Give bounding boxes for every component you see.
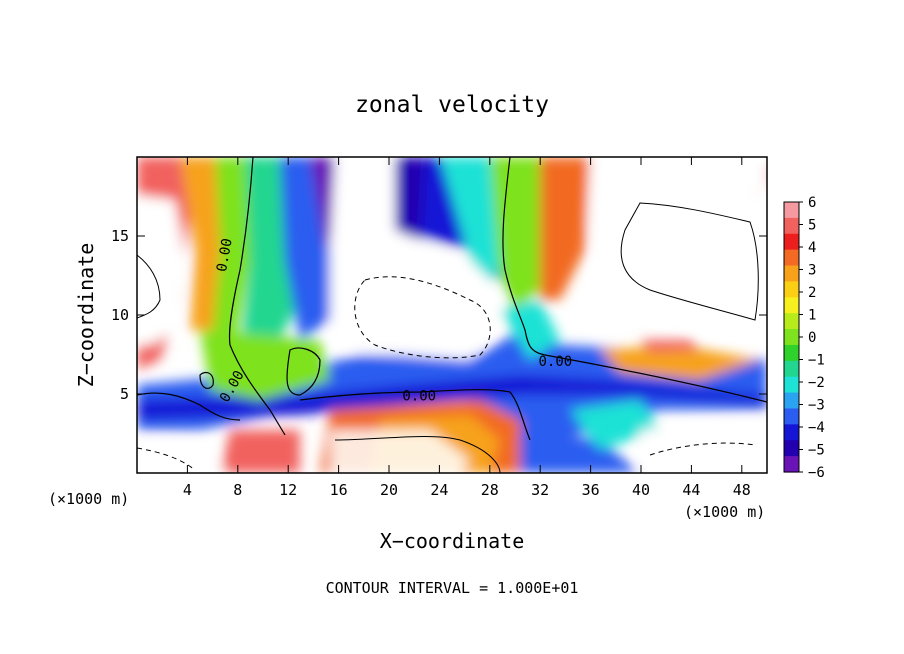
colorbar-tick-label: 1 [808, 308, 816, 324]
contour-interval-note: CONTOUR INTERVAL = 1.000E+01 [326, 579, 579, 597]
colorbar-tick-label: −6 [808, 465, 825, 481]
x-tick-label: 8 [233, 481, 242, 499]
x-tick-label: 12 [279, 481, 297, 499]
colorbar-tick-label: 6 [808, 195, 816, 211]
contour-label: 0.00 [538, 354, 572, 370]
x-tick-label: 40 [632, 481, 650, 499]
colorbar-swatch [784, 249, 799, 267]
x-tick-label: 48 [733, 481, 751, 499]
colorbar-swatch [784, 329, 799, 346]
contour-label: 0.00 [402, 389, 436, 405]
colorbar-swatch [784, 202, 799, 219]
colorbar-swatch [784, 392, 799, 410]
colorbar-swatch [784, 265, 799, 283]
contour-label-text: 0.00 [214, 237, 236, 273]
colorbar-swatch [784, 313, 799, 330]
colorbar-swatch [784, 376, 799, 394]
x-tick-label: 4 [183, 481, 192, 499]
colorbar-tick-label: −3 [808, 398, 825, 414]
colorbar-swatch [784, 217, 799, 235]
contour-lines-negative [137, 276, 756, 471]
colorbar-swatch [784, 233, 799, 251]
colorbar-tick-label: 5 [808, 218, 816, 234]
x-tick-label: 44 [682, 481, 700, 499]
colorbar-swatch [784, 297, 799, 314]
x-tick-label: 24 [430, 481, 448, 499]
contour-label: 0.00 [214, 237, 236, 273]
plot-area [137, 157, 767, 473]
colorbar-tick-label: −5 [808, 443, 825, 459]
x-tick-label: 16 [330, 481, 348, 499]
colorbar: 6 5 4 3 2 1 0 −1 −2 −3 −4 −5 −6 [783, 195, 825, 481]
colorbar-swatch [784, 281, 799, 298]
colorbar-tick-label: 0 [808, 330, 816, 346]
colorbar-swatch [784, 424, 799, 441]
contour-lines [137, 157, 767, 473]
y-tick-label: 10 [111, 306, 129, 324]
x-tick-label: 32 [531, 481, 549, 499]
y-tick-label: 15 [111, 227, 129, 245]
x-axis-label: X−coordinate [380, 529, 525, 553]
colorbar-tick-label: 3 [808, 263, 816, 279]
contour-label-text: 0.00 [402, 389, 436, 405]
y-axis-label: Z−coordinate [74, 243, 98, 388]
colorbar-swatch [784, 408, 799, 425]
y-tick-label: 5 [120, 385, 129, 403]
colorbar-tick-label: −1 [808, 353, 825, 369]
x-unit-right: (×1000 m) [684, 503, 765, 521]
colorbar-tick-label: −2 [808, 375, 825, 391]
contour-labels: 0.000.00 0.000.00 [214, 237, 572, 405]
colorbar-swatch [784, 360, 799, 378]
x-tick-label: 20 [380, 481, 398, 499]
colorbar-tick-label: 4 [808, 240, 816, 256]
y-axis: 5 10 15 [111, 227, 767, 403]
velocity-field [137, 157, 767, 473]
colorbar-swatch [784, 456, 799, 473]
colorbar-swatch [784, 440, 799, 457]
colorbar-tick-label: −4 [808, 420, 825, 436]
contour-label-text: 0.00 [538, 354, 572, 370]
colorbar-tick-label: 2 [808, 285, 816, 301]
colorbar-swatch [784, 344, 799, 362]
x-tick-label: 28 [481, 481, 499, 499]
x-tick-label: 36 [582, 481, 600, 499]
x-axis: 4 8 12 16 20 24 28 32 36 40 44 48 [183, 157, 751, 499]
chart-title: zonal velocity [355, 92, 549, 118]
x-unit-left: (×1000 m) [48, 490, 129, 508]
